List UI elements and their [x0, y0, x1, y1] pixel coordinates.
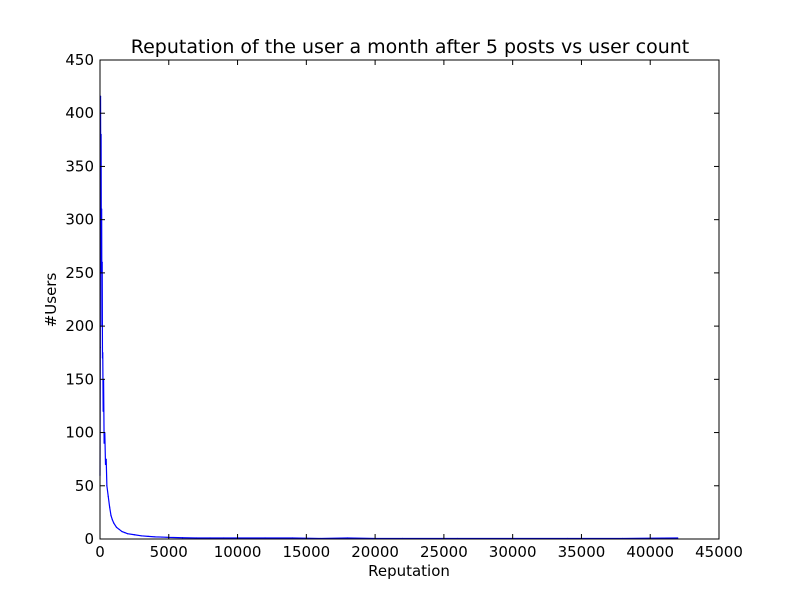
x-tick-label: 35000: [558, 543, 606, 561]
data-point: [140, 535, 142, 537]
y-tick-label: 300: [65, 211, 94, 229]
data-point: [106, 485, 108, 487]
y-tick-label: 150: [65, 370, 94, 388]
data-point: [291, 537, 294, 539]
chart-title: Reputation of the user a month after 5 p…: [131, 36, 689, 58]
data-point: [195, 537, 197, 539]
x-tick-label: 25000: [420, 543, 468, 561]
data-point: [101, 357, 104, 359]
data-point: [107, 495, 109, 498]
data-point: [209, 537, 211, 539]
series-line-0: [99, 96, 678, 540]
data-point: [161, 536, 163, 538]
y-tick-label: 450: [65, 51, 94, 69]
y-tick-label: 200: [65, 317, 94, 335]
data-point: [124, 532, 126, 534]
data-point: [102, 410, 104, 412]
x-tick-label: 15000: [282, 543, 330, 561]
x-tick-label: 5000: [150, 543, 188, 561]
data-point: [104, 463, 107, 466]
y-tick-label: 400: [65, 104, 94, 122]
data-point: [109, 506, 111, 508]
x-tick-label: 45000: [695, 543, 743, 561]
data-point: [133, 534, 135, 536]
data-point: [110, 514, 112, 517]
data-point: [100, 133, 102, 136]
data-point: [102, 352, 104, 354]
data-point: [347, 537, 349, 539]
y-tick-label: 250: [65, 264, 94, 282]
y-tick-label: 100: [65, 424, 94, 442]
x-tick-label: 0: [95, 543, 105, 561]
x-tick-label: 30000: [489, 543, 537, 561]
y-axis-label: #Users: [42, 273, 60, 328]
x-tick-label: 40000: [626, 543, 674, 561]
y-tick-label: 50: [75, 477, 94, 495]
data-point: [154, 536, 156, 538]
data-point: [111, 519, 113, 521]
data-point: [113, 522, 115, 524]
data-point: [101, 208, 103, 210]
data-point: [115, 526, 118, 528]
data-point: [181, 537, 184, 539]
data-point: [105, 458, 107, 460]
x-tick-label: 20000: [351, 543, 399, 561]
x-axis-label: Reputation: [368, 562, 450, 580]
data-point: [101, 261, 103, 263]
data-point: [223, 537, 225, 539]
data-point: [677, 537, 679, 539]
y-tick-label: 0: [84, 530, 94, 548]
data-point: [118, 528, 120, 531]
data-point: [121, 530, 123, 533]
plot-frame: [99, 59, 720, 540]
data-point: [147, 535, 149, 537]
data-point: [264, 537, 266, 539]
data-point: [126, 533, 129, 535]
y-tick-label: 350: [65, 157, 94, 175]
data-point: [103, 442, 105, 444]
x-tick-label: 10000: [214, 543, 262, 561]
